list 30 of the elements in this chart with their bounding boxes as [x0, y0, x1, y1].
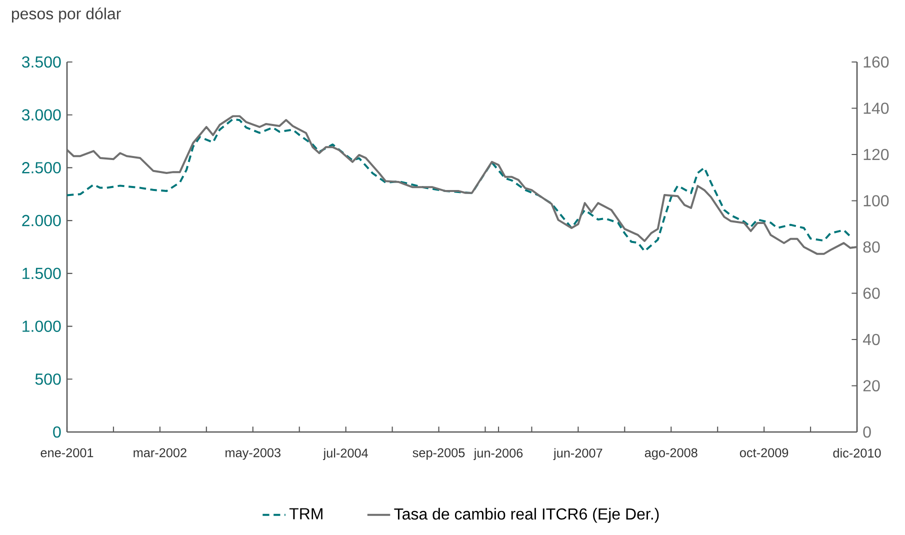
y-tick-label: 3.000 [22, 109, 61, 121]
y2-tick-label: 100 [864, 195, 889, 206]
x-tick-label: may-2003 [226, 448, 280, 460]
x-tick-label: mar-2002 [134, 448, 186, 458]
legend-label: TRM [289, 508, 322, 520]
y-tick-label: 2.500 [22, 162, 61, 174]
y2-tick-label: 0 [863, 426, 871, 438]
y-tick-label: 1.000 [22, 320, 61, 332]
y2-tick-label: 80 [863, 241, 880, 253]
x-tick-label: jun-2007 [553, 448, 602, 460]
x-tick-label: ago-2008 [644, 448, 698, 460]
x-tick-label: ene-2001 [40, 448, 94, 458]
y2-tick-label: 40 [862, 334, 880, 346]
y-tick-label: 0 [53, 426, 61, 438]
y-tick-label: 1.500 [22, 268, 61, 280]
y2-tick-label: 60 [863, 288, 880, 299]
y2-tick-label: 120 [864, 148, 889, 160]
x-tick-label: oct-2009 [740, 448, 788, 458]
x-tick-label: dic-2010 [833, 448, 881, 458]
x-tick-label: jul-2004 [322, 448, 368, 460]
y2-tick-label: 160 [864, 56, 889, 68]
x-tick-label: sep-2005 [412, 448, 465, 460]
legend-label: Tasa de cambio real ITCR6 (Eje Der.) [394, 508, 659, 523]
y2-tick-label: 20 [863, 380, 880, 392]
y-tick-label: 3.500 [22, 56, 61, 68]
y2-tick-label: 140 [864, 102, 889, 114]
y-tick-label: 2.000 [22, 214, 61, 226]
y-axis-title: pesos por dólar [12, 7, 121, 23]
y-tick-label: 500 [35, 373, 61, 385]
x-tick-label: jun-2006 [474, 448, 523, 460]
